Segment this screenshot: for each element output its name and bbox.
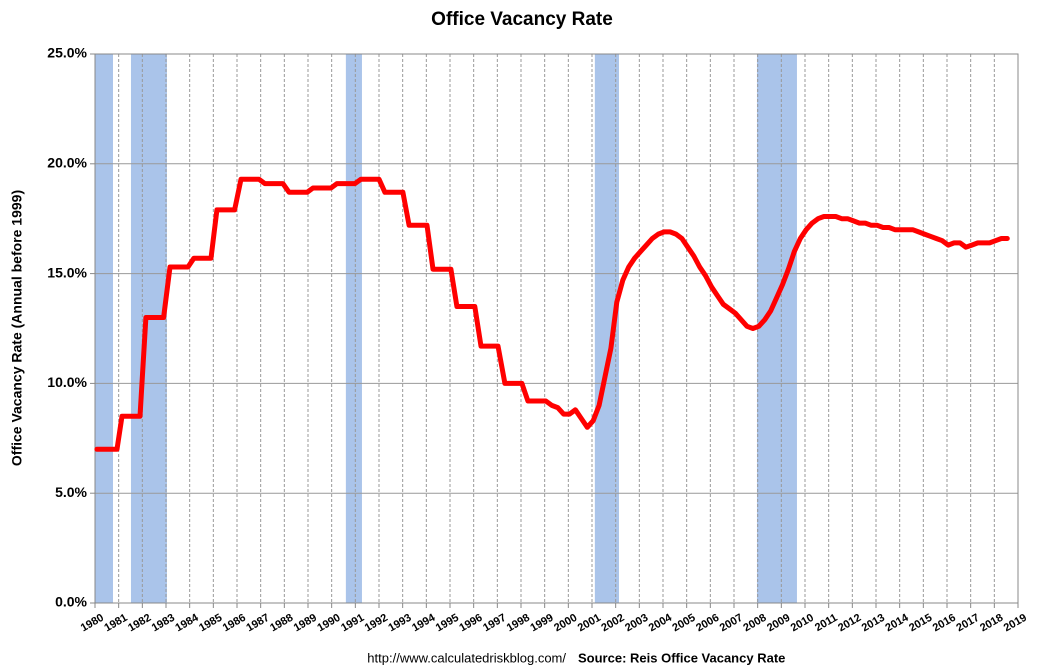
y-tick-label: 10.0% (47, 374, 87, 390)
series-line (94, 176, 1010, 452)
x-tick-label: 1991 (339, 612, 366, 635)
x-tick-label: 1999 (528, 612, 555, 635)
recession-band (130, 54, 167, 603)
x-tick-label: 1996 (457, 612, 484, 635)
x-tick-label: 1980 (79, 612, 106, 635)
x-tick-label: 2001 (576, 612, 603, 635)
x-tick-label: 1995 (434, 612, 461, 635)
y-tick-label: 20.0% (47, 155, 87, 171)
y-tick-label: 5.0% (55, 484, 87, 500)
x-tick-label: 1997 (481, 612, 508, 635)
x-tick-label: 2010 (789, 612, 816, 635)
x-tick-label: 2009 (765, 612, 792, 635)
x-tick-label: 1992 (363, 612, 390, 635)
footer-url: http://www.calculatedriskblog.com/ (367, 650, 566, 665)
recession-band (345, 54, 362, 603)
x-tick-label: 2002 (599, 612, 626, 635)
x-tick-label: 2007 (718, 612, 745, 635)
x-tick-label: 2016 (931, 612, 958, 635)
x-tick-label: 1987 (244, 612, 271, 635)
x-tick-label: 2015 (907, 612, 934, 635)
x-tick-label: 2017 (954, 612, 981, 635)
x-tick-label: 2013 (860, 612, 887, 635)
x-tick-label: 2019 (1002, 612, 1029, 635)
x-tick-label: 2012 (836, 612, 863, 635)
x-tick-label: 1988 (268, 612, 295, 635)
y-tick-label: 0.0% (55, 594, 87, 610)
x-tick-label: 2006 (694, 612, 721, 635)
chart-title: Office Vacancy Rate (431, 9, 613, 30)
x-tick-label: 1989 (292, 612, 319, 635)
x-tick-label: 1981 (102, 612, 129, 635)
footer-source: Source: Reis Office Vacancy Rate (578, 650, 785, 665)
x-tick-label: 2005 (670, 612, 697, 635)
x-tick-label: 2011 (813, 612, 840, 634)
x-tick-label: 2018 (978, 612, 1005, 635)
y-axis-label: Office Vacancy Rate (Annual before 1999) (9, 190, 25, 466)
plot-border (94, 53, 1019, 604)
x-tick-label: 1986 (221, 612, 248, 635)
x-tick-label: 2000 (552, 612, 579, 635)
recession-band (756, 54, 797, 603)
x-tick-label: 1990 (315, 612, 342, 635)
y-tick-label: 25.0% (47, 45, 87, 61)
y-tick-label: 15.0% (47, 264, 87, 280)
x-tick-label: 1983 (150, 612, 177, 635)
x-tick-label: 2008 (741, 612, 768, 635)
x-tick-label: 1985 (197, 612, 224, 635)
x-tick-label: 1998 (505, 612, 532, 635)
x-tick-label: 1993 (386, 612, 413, 635)
recession-band (95, 54, 113, 603)
x-tick-label: 1982 (126, 612, 153, 635)
x-tick-label: 2003 (623, 612, 650, 635)
